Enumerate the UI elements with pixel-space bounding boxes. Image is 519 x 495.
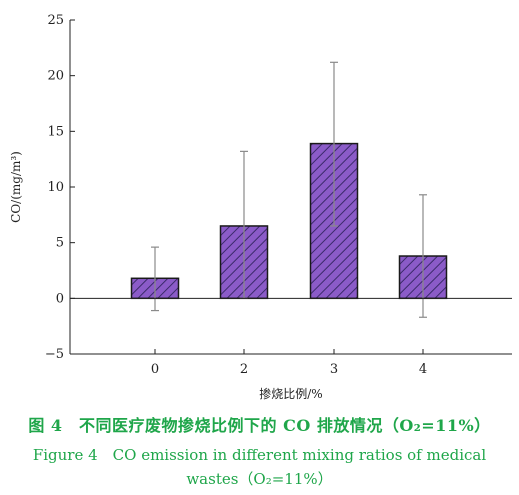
figure-caption-chinese: 图 4 不同医疗废物掺烧比例下的 CO 排放情况（O₂=11%） (28, 416, 491, 435)
x-tick-label: 4 (419, 362, 427, 377)
y-tick-label: 25 (47, 13, 64, 28)
x-tick-label: 2 (240, 362, 248, 377)
y-tick-label: 5 (56, 236, 64, 251)
y-tick-label: 15 (47, 124, 64, 139)
x-tick-label: 3 (330, 362, 338, 377)
x-tick-label: 0 (151, 362, 159, 377)
y-tick-label: −5 (45, 347, 64, 362)
y-tick-label: 20 (47, 69, 64, 84)
y-tick-label: 0 (56, 291, 64, 306)
figure-caption-english-line1: Figure 4 CO emission in different mixing… (32, 446, 487, 464)
x-axis-title: 掺烧比例/% (259, 386, 322, 401)
y-axis-title: CO/(mg/m³) (9, 151, 23, 223)
co-emission-chart: −5 0 5 10 15 20 25 0 2 3 4 掺烧比例/% CO/(mg/m³) (9, 13, 512, 401)
figure-caption-english-line2: wastes（O₂=11%） (186, 470, 333, 488)
y-tick-label: 10 (47, 180, 64, 195)
